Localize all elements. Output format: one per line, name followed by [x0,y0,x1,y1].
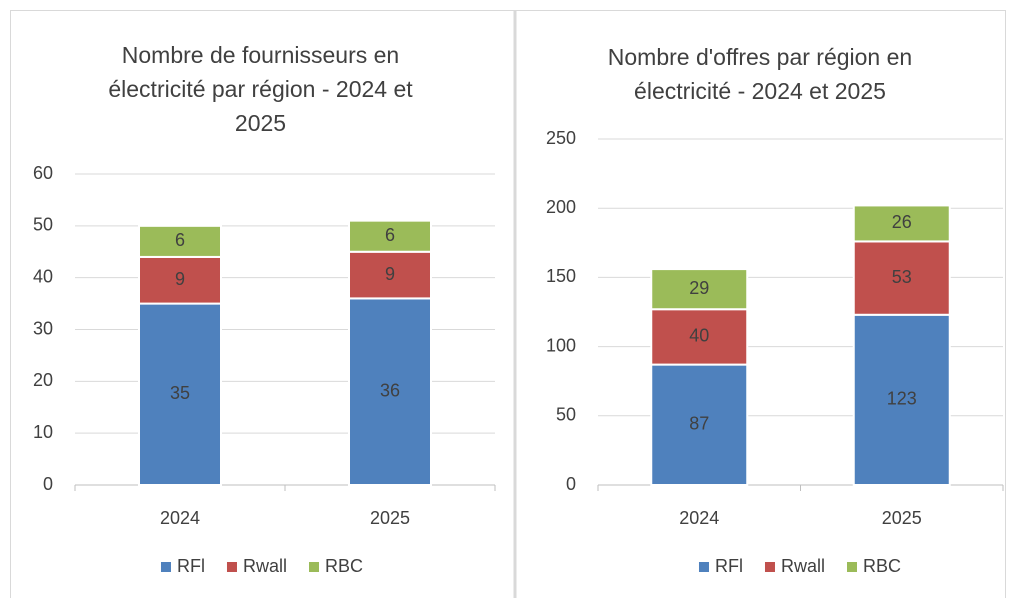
y-tick-label: 100 [546,335,576,355]
legend-swatch [847,562,857,572]
y-tick-label: 40 [33,266,53,286]
data-label: 6 [175,230,185,250]
y-tick-label: 10 [33,422,53,442]
data-label: 36 [380,380,400,400]
y-tick-label: 60 [33,163,53,183]
frame [10,10,1006,598]
x-tick-label: 2025 [370,508,410,528]
data-label: 53 [892,267,912,287]
legend-label: RFl [177,556,205,576]
y-tick-label: 150 [546,266,576,286]
data-label: 29 [689,278,709,298]
x-tick-label: 2024 [160,508,200,528]
legend-swatch [698,562,709,572]
legend-swatch [160,562,171,572]
legend-label: RBC [863,556,901,576]
y-tick-label: 50 [556,405,576,425]
y-tick-label: 0 [43,474,53,494]
data-label: 9 [175,269,185,289]
legend-label: Rwall [243,556,287,576]
y-tick-label: 30 [33,318,53,338]
data-label: 123 [887,389,917,409]
chart-title: Nombre d'offres par région en électricit… [607,44,913,104]
legend-swatch [764,562,775,572]
data-label: 6 [385,225,395,245]
legend-label: Rwall [781,556,825,576]
legend-swatch [309,562,319,572]
bar-segment [138,224,222,258]
data-label: 40 [689,326,709,346]
x-tick-label: 2024 [679,508,719,528]
legend-label: RFl [715,556,743,576]
y-tick-label: 0 [566,474,576,494]
bar-segment [852,240,951,316]
legend-swatch [226,562,237,572]
data-label: 9 [385,264,395,284]
data-label: 35 [170,383,190,403]
bar-segment [348,250,432,300]
bar-segment [852,204,951,243]
bar-segment [852,313,951,486]
data-label: 87 [689,414,709,434]
bar-segment [348,219,432,253]
x-tick-label: 2025 [882,508,922,528]
chart-title: Nombre de fournisseurs en électricité pa… [108,42,413,136]
data-label: 26 [892,212,912,232]
y-tick-label: 50 [33,215,53,235]
legend-label: RBC [325,556,363,576]
y-tick-label: 20 [33,370,53,390]
bar-segment [650,268,749,311]
y-tick-label: 200 [546,197,576,217]
y-tick-label: 250 [546,128,576,148]
